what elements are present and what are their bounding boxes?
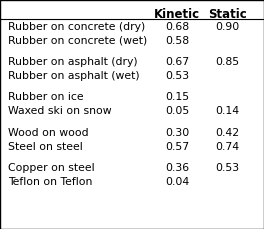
Text: 0.04: 0.04 — [165, 177, 189, 187]
Text: 0.14: 0.14 — [215, 106, 239, 117]
Text: 0.90: 0.90 — [215, 22, 239, 32]
Text: 0.74: 0.74 — [215, 142, 239, 152]
Text: Rubber on asphalt (wet): Rubber on asphalt (wet) — [8, 71, 140, 81]
Text: Waxed ski on snow: Waxed ski on snow — [8, 106, 112, 117]
Text: Static: Static — [208, 8, 246, 21]
Text: Kinetic: Kinetic — [154, 8, 200, 21]
Text: 0.67: 0.67 — [165, 57, 189, 67]
Text: 0.53: 0.53 — [165, 71, 189, 81]
Text: Rubber on asphalt (dry): Rubber on asphalt (dry) — [8, 57, 138, 67]
Text: Steel on steel: Steel on steel — [8, 142, 83, 152]
Text: 0.68: 0.68 — [165, 22, 189, 32]
Text: 0.15: 0.15 — [165, 92, 189, 102]
Text: 0.57: 0.57 — [165, 142, 189, 152]
Text: 0.58: 0.58 — [165, 36, 189, 46]
Text: Copper on steel: Copper on steel — [8, 163, 95, 173]
Text: 0.36: 0.36 — [165, 163, 189, 173]
Text: Rubber on concrete (dry): Rubber on concrete (dry) — [8, 22, 145, 32]
Text: 0.53: 0.53 — [215, 163, 239, 173]
Text: 0.05: 0.05 — [165, 106, 189, 117]
Text: Rubber on ice: Rubber on ice — [8, 92, 83, 102]
Text: 0.85: 0.85 — [215, 57, 239, 67]
Text: Rubber on concrete (wet): Rubber on concrete (wet) — [8, 36, 147, 46]
Text: 0.42: 0.42 — [215, 128, 239, 138]
Text: Wood on wood: Wood on wood — [8, 128, 88, 138]
Text: 0.30: 0.30 — [165, 128, 189, 138]
Text: Teflon on Teflon: Teflon on Teflon — [8, 177, 92, 187]
